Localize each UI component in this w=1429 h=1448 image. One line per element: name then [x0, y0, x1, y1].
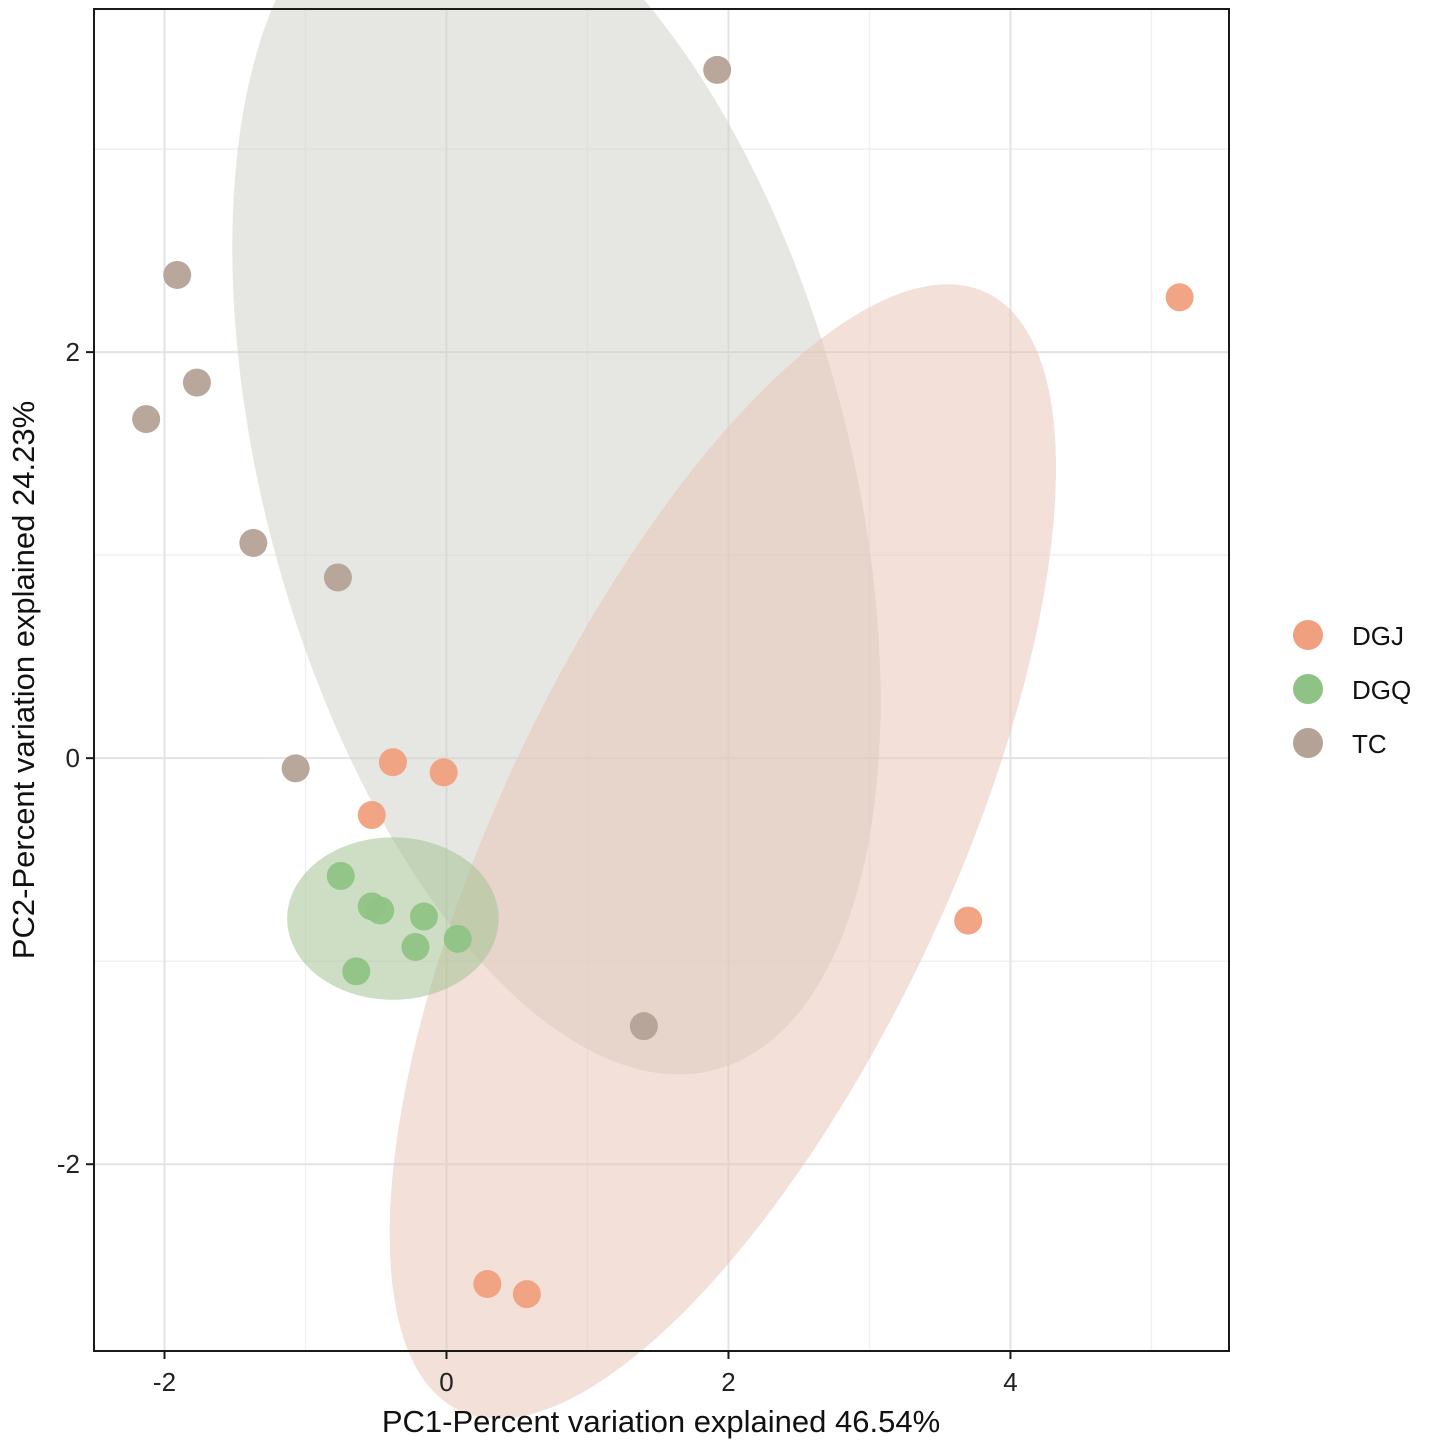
legend-label-tc: TC	[1352, 729, 1387, 759]
point-tc	[323, 563, 352, 592]
y-axis-title: PC2-Percent variation explained 24.23%	[6, 401, 41, 959]
x-tick-label: 2	[721, 1367, 735, 1397]
point-dgq	[366, 896, 395, 925]
data-points	[132, 55, 1194, 1309]
point-dgj	[378, 748, 407, 777]
x-tick-label: -2	[153, 1367, 176, 1397]
legend-key-dgq	[1293, 674, 1323, 704]
x-axis-ticks: -2 0 2 4	[153, 1351, 1018, 1397]
ellipse-dgj	[389, 284, 1056, 1419]
legend-key-tc	[1293, 728, 1323, 758]
ellipse-dgq	[287, 837, 499, 1000]
plot-panel-border	[93, 8, 1230, 1352]
point-tc	[239, 528, 268, 557]
legend-key-dgj	[1293, 620, 1323, 650]
y-tick-label: -2	[57, 1149, 80, 1179]
point-tc	[281, 754, 310, 783]
point-dgq	[342, 957, 371, 986]
point-dgq	[409, 902, 438, 931]
point-dgj	[357, 801, 386, 830]
x-axis-title: PC1-Percent variation explained 46.54%	[382, 1404, 940, 1439]
point-tc	[163, 260, 192, 289]
y-axis-ticks: -2 0 2	[57, 337, 94, 1179]
point-dgj	[512, 1280, 541, 1309]
point-dgq	[326, 861, 355, 890]
legend-label-dgj: DGJ	[1352, 621, 1404, 651]
x-tick-label: 0	[439, 1367, 453, 1397]
point-tc	[132, 405, 161, 434]
point-dgj	[1165, 283, 1194, 312]
point-dgq	[443, 924, 472, 953]
point-dgj	[429, 758, 458, 787]
x-tick-label: 4	[1003, 1367, 1017, 1397]
point-dgq	[401, 932, 430, 961]
point-dgj	[473, 1270, 502, 1299]
point-tc	[703, 55, 732, 84]
legend: DGJ DGQ TC	[1293, 620, 1411, 759]
legend-label-dgq: DGQ	[1352, 675, 1411, 705]
y-tick-label: 0	[66, 743, 80, 773]
point-tc	[182, 368, 211, 397]
y-tick-label: 2	[66, 337, 80, 367]
point-tc	[629, 1012, 658, 1041]
point-dgj	[954, 906, 983, 935]
